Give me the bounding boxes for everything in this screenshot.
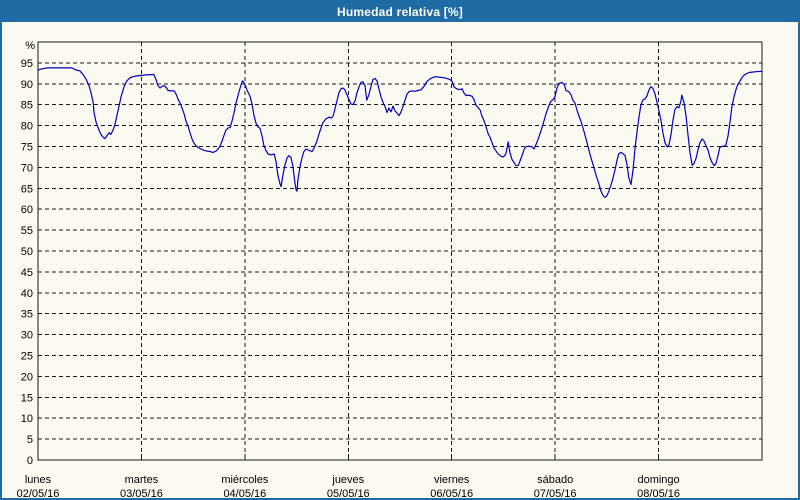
y-tick-label: 95 [21,58,33,70]
date-label: 02/05/16 [17,488,60,498]
date-label: 05/05/16 [327,488,370,498]
day-label: sábado [537,474,573,486]
date-label: 03/05/16 [120,488,163,498]
day-label: domingo [637,474,679,486]
y-tick-label: 25 [21,351,33,363]
humidity-line [37,67,763,199]
y-tick-label: 60 [21,204,33,216]
y-tick-label: 15 [21,392,33,404]
y-axis-unit: % [25,40,35,52]
y-tick-label: 85 [21,100,33,112]
y-tick-label: 80 [21,121,33,133]
y-tick-label: 30 [21,330,33,342]
y-tick-label: 70 [21,162,33,174]
y-tick-label: 75 [21,142,33,154]
plot-frame [37,41,763,461]
y-tick-label: 40 [21,288,33,300]
title-bar: Humedad relativa [%] [2,2,798,22]
y-tick-label: 20 [21,371,33,383]
humidity-chart-plot: 0 5 10 15 20 25 30 35 40 45 50 55 60 65 70 75 80 85 90 95% l… [17,40,763,498]
y-tick-label: 55 [21,225,33,237]
y-tick-label: 65 [21,183,33,195]
date-label: 08/05/16 [637,488,680,498]
y-tick-label: 35 [21,309,33,321]
y-tick-label: 5 [27,434,33,446]
y-tick-label: 0 [27,455,33,467]
y-tick-label: 50 [21,246,33,258]
day-label: lunes [25,474,52,486]
y-tick-label: 45 [21,267,33,279]
date-label: 07/05/16 [534,488,577,498]
y-tick-label: 90 [21,79,33,91]
date-label: 04/05/16 [223,488,266,498]
day-label: martes [125,474,159,486]
date-label: 06/05/16 [430,488,473,498]
y-tick-label: 10 [21,413,33,425]
day-label: viernes [434,474,470,486]
day-label: jueves [331,474,364,486]
day-label: miércoles [221,474,269,486]
window-title: Humedad relativa [%] [336,5,464,19]
